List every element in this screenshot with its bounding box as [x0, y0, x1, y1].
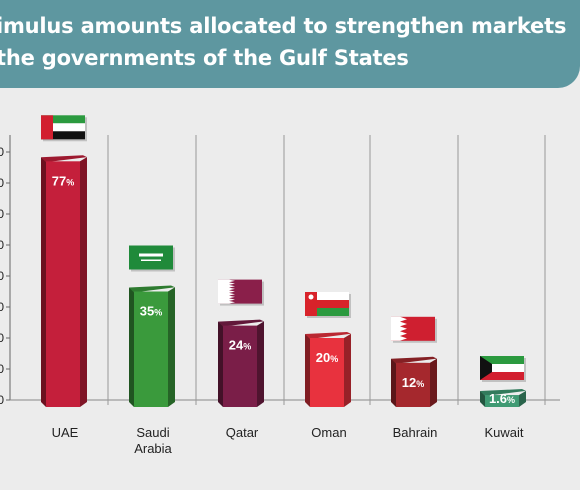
uae-flag [41, 115, 87, 142]
bar-top [129, 285, 175, 293]
oman-flag [305, 292, 351, 318]
bahrain-flag [391, 316, 437, 343]
bar-top [41, 155, 87, 163]
data-label: 12% [402, 375, 424, 390]
y-tick-label: 20 [0, 331, 4, 345]
bar [134, 291, 168, 407]
x-tick-label: Oman [311, 425, 346, 440]
bar-left-side [41, 157, 46, 407]
y-tick-label: 80 [0, 145, 4, 159]
bar-top [480, 389, 526, 397]
bar-top [218, 319, 264, 327]
bar [485, 395, 519, 407]
kuwait-flag [480, 356, 526, 382]
title-banner: imulus amounts allocated to strengthen m… [0, 0, 580, 88]
bar-left-side [218, 321, 223, 407]
bar [46, 161, 80, 407]
x-tick-label: Bahrain [393, 425, 438, 440]
y-tick-label: 70 [0, 176, 4, 190]
data-label: 24% [229, 338, 251, 353]
bar-side [257, 321, 264, 407]
bar-side [519, 390, 526, 407]
x-tick-label: Saudi [136, 425, 169, 440]
chart-title-line-1: imulus amounts allocated to strengthen m… [0, 14, 567, 38]
bar-left-side [480, 391, 485, 407]
bar-side [344, 333, 351, 407]
bar [310, 338, 344, 407]
bar [223, 325, 257, 407]
x-tick-label: Qatar [226, 425, 259, 440]
y-tick-label: 0 [0, 393, 4, 407]
data-label: 1.6% [489, 391, 515, 406]
bar-left-side [129, 287, 134, 407]
data-label: 20% [316, 350, 338, 365]
y-tick-label: 40 [0, 269, 4, 283]
y-tick-label: 30 [0, 300, 4, 314]
chart-title-line-2: the governments of the Gulf States [0, 46, 409, 70]
bar-left-side [305, 334, 310, 407]
bar-side [80, 157, 87, 407]
y-tick-label: 10 [0, 362, 4, 376]
y-tick-label: 50 [0, 238, 4, 252]
bar-side [168, 287, 175, 407]
bar-side [430, 358, 437, 407]
bar-top [305, 332, 351, 339]
x-tick-label: Arabia [134, 441, 172, 456]
data-label: 77% [52, 173, 74, 188]
saudi-flag [129, 245, 175, 272]
x-tick-label: UAE [52, 425, 79, 440]
qatar-flag [218, 279, 264, 306]
x-tick-label: Kuwait [484, 425, 523, 440]
bar [396, 362, 430, 407]
y-tick-label: 60 [0, 207, 4, 221]
bar-left-side [391, 358, 396, 407]
data-label: 35% [140, 304, 162, 319]
bar-top [391, 356, 437, 364]
